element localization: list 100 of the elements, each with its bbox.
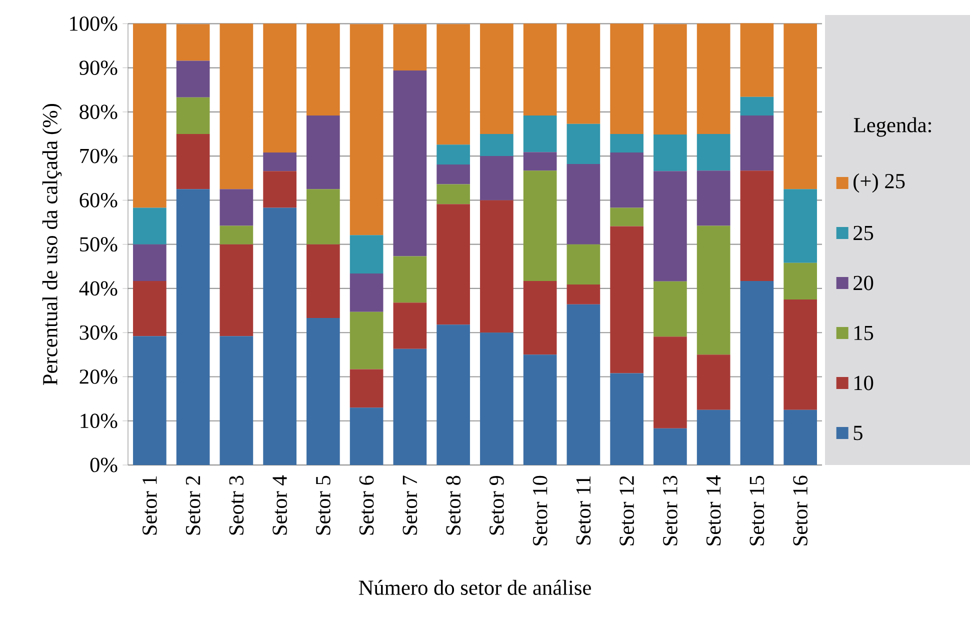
- bar: [393, 348, 427, 466]
- bar: [176, 97, 210, 134]
- bar: [566, 284, 600, 304]
- bar: [523, 170, 557, 281]
- bar: [696, 170, 730, 226]
- bar: [654, 24, 687, 134]
- x-tick-label: Setor 15: [750, 476, 764, 546]
- x-tick-label: Setor 12: [620, 476, 634, 546]
- y-axis-title: Percentual de uso da calçada (%): [42, 104, 62, 385]
- bar: [566, 124, 600, 164]
- bar: [220, 336, 254, 466]
- bar: [566, 164, 600, 244]
- bar: [740, 115, 774, 171]
- bar: [436, 324, 470, 466]
- bar: [784, 300, 817, 410]
- bar: [610, 226, 644, 374]
- bar: [480, 332, 514, 466]
- bar: [480, 134, 514, 156]
- bar: [523, 354, 557, 466]
- x-tick-label: Setor 1: [142, 476, 157, 535]
- bar: [220, 189, 254, 226]
- legend-label: 25: [854, 226, 874, 240]
- bar: [784, 262, 817, 300]
- x-tick-label: Setor 16: [793, 476, 808, 546]
- y-tick-label: 40%: [79, 281, 118, 296]
- bar: [350, 408, 384, 466]
- bar: [480, 156, 514, 200]
- bar: [306, 115, 340, 190]
- bar: [133, 336, 166, 466]
- bar: [610, 24, 644, 134]
- y-tick-label: 90%: [80, 60, 118, 76]
- bar: [306, 189, 340, 244]
- bar: [393, 24, 427, 70]
- x-tick-label: Seotr 3: [229, 476, 244, 535]
- y-tick-label: 60%: [80, 192, 118, 208]
- y-tick-label: 10%: [80, 414, 118, 428]
- y-tick-label: 100%: [70, 16, 118, 31]
- bar: [696, 134, 730, 171]
- bar: [306, 24, 340, 116]
- bar: [436, 24, 470, 145]
- bar: [523, 280, 557, 355]
- bar: [610, 208, 644, 226]
- bar: [133, 24, 166, 208]
- bar: [436, 164, 470, 184]
- bar: [350, 24, 384, 236]
- bar: [306, 244, 340, 318]
- bar: [610, 152, 644, 208]
- bar: [350, 312, 384, 370]
- y-tick-label: 80%: [80, 104, 118, 120]
- bar: [436, 144, 470, 164]
- bar: [176, 134, 210, 190]
- y-tick-label: 30%: [80, 325, 118, 340]
- bar: [263, 171, 296, 208]
- legend-label: (+) 25: [854, 173, 905, 193]
- bar: [176, 24, 210, 61]
- bar: [306, 318, 340, 466]
- bar: [176, 60, 210, 98]
- bar: [610, 373, 644, 466]
- bar: [566, 24, 600, 124]
- x-axis-title: Número do setor de análise: [358, 580, 591, 595]
- x-tick-label: Setor 9: [490, 476, 504, 535]
- bar: [696, 226, 730, 355]
- legend-label: 20: [854, 276, 874, 290]
- bar: [784, 410, 817, 466]
- bar: [610, 134, 644, 153]
- x-tick-label: Setor 13: [663, 476, 678, 546]
- y-tick-label: 0%: [90, 458, 118, 472]
- bar: [393, 256, 427, 303]
- bar: [436, 184, 470, 204]
- bar: [393, 70, 427, 256]
- bar: [740, 280, 774, 466]
- bar: [523, 115, 557, 152]
- bar: [740, 96, 774, 116]
- x-tick-label: Setor 5: [316, 476, 330, 535]
- bar: [263, 152, 296, 172]
- x-tick-label: Setor 6: [359, 476, 374, 535]
- x-tick-label: Setor 4: [272, 475, 287, 535]
- bar: [350, 369, 384, 408]
- bar: [654, 336, 687, 428]
- bar: [480, 200, 514, 333]
- bar: [696, 354, 730, 410]
- bar: [654, 428, 687, 466]
- bar: [654, 281, 687, 337]
- bar: [784, 24, 817, 190]
- y-tick-label: 50%: [80, 237, 118, 252]
- bar: [523, 24, 557, 116]
- x-tick-label: Setor 11: [576, 476, 591, 545]
- bar: [350, 273, 384, 312]
- bar: [566, 304, 600, 466]
- bar: [176, 189, 210, 466]
- bar: [350, 235, 384, 274]
- x-tick-label: Setor 8: [446, 476, 461, 535]
- y-tick-label: 20%: [80, 370, 118, 384]
- bar: [523, 152, 557, 171]
- x-tick-label: Setor 7: [402, 476, 418, 535]
- bar: [480, 24, 514, 134]
- bar: [654, 134, 687, 172]
- x-tick-label: Setor 2: [186, 476, 200, 535]
- bar: [654, 171, 687, 282]
- bar: [263, 24, 296, 153]
